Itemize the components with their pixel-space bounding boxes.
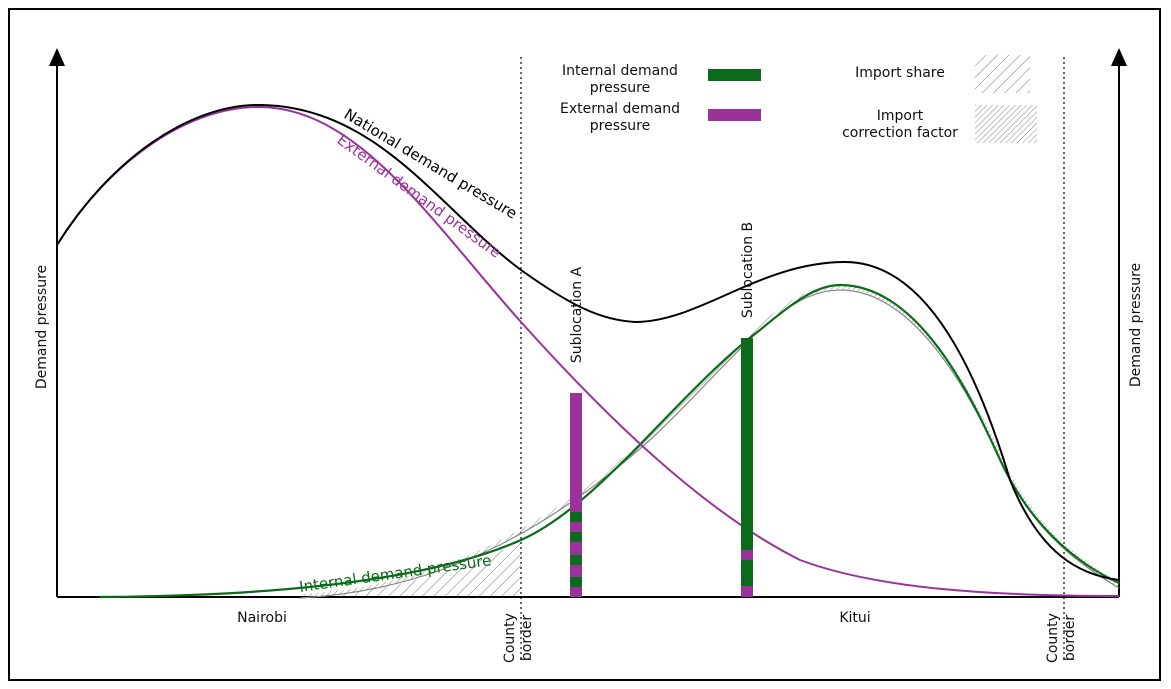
legend-internal-swatch xyxy=(708,69,761,81)
national-demand-curve xyxy=(56,103,1120,581)
legend-external-label-2: pressure xyxy=(590,118,650,134)
external-demand-curve xyxy=(56,105,1120,597)
sublocation-b-bar xyxy=(741,338,753,597)
y-axis-right-arrow-icon xyxy=(1111,48,1127,66)
legend-import-share-swatch xyxy=(975,55,1030,93)
legend-external-swatch xyxy=(708,109,761,121)
legend-external-label-1: External demand xyxy=(560,101,680,117)
county-border-label-right-2: border xyxy=(1062,615,1078,661)
county-border-label-left-1: County xyxy=(502,613,518,663)
y-axis-left-arrow-icon xyxy=(49,48,65,66)
sublocation-a-label: Sublocation A xyxy=(569,266,585,363)
legend-import-correction-label-1: Import xyxy=(877,108,924,124)
import-correction-band xyxy=(299,284,1121,598)
legend-internal-label-2: pressure xyxy=(590,80,650,96)
y-axis-right-label: Demand pressure xyxy=(1128,263,1144,387)
legend-import-share-label: Import share xyxy=(855,65,945,81)
nairobi-label: Nairobi xyxy=(237,610,287,626)
county-border-label-left-2: border xyxy=(519,615,535,661)
legend-import-correction-swatch xyxy=(975,105,1037,143)
sublocation-a-bar xyxy=(570,393,582,597)
county-border-label-right-1: County xyxy=(1045,613,1061,663)
legend-import-correction-label-2: correction factor xyxy=(842,125,958,141)
y-axis-left-label: Demand pressure xyxy=(34,265,50,389)
internal-demand-curve xyxy=(99,283,1120,599)
figure-frame xyxy=(8,8,1161,681)
import-share-area xyxy=(300,540,521,597)
legend-internal-label-1: Internal demand xyxy=(562,63,678,79)
sublocation-b-label: Sublocation B xyxy=(740,222,756,318)
kitui-label: Kitui xyxy=(839,610,870,626)
